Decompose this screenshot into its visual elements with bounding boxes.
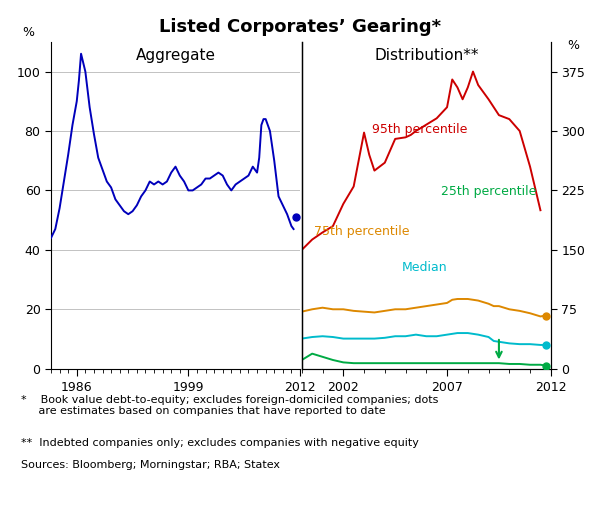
- Y-axis label: %: %: [567, 39, 579, 52]
- Y-axis label: %: %: [23, 26, 35, 39]
- Text: Distribution**: Distribution**: [374, 49, 479, 63]
- Text: 25th percentile: 25th percentile: [441, 186, 536, 198]
- Text: 75th percentile: 75th percentile: [314, 225, 410, 237]
- Text: Median: Median: [401, 260, 447, 274]
- Text: *    Book value debt-to-equity; excludes foreign-domiciled companies; dots
     : * Book value debt-to-equity; excludes fo…: [21, 395, 439, 416]
- Text: Aggregate: Aggregate: [136, 49, 215, 63]
- Text: 95th percentile: 95th percentile: [371, 123, 467, 137]
- Text: **  Indebted companies only; excludes companies with negative equity: ** Indebted companies only; excludes com…: [21, 438, 419, 448]
- Text: Listed Corporates’ Gearing*: Listed Corporates’ Gearing*: [159, 18, 441, 36]
- Text: Sources: Bloomberg; Morningstar; RBA; Statex: Sources: Bloomberg; Morningstar; RBA; St…: [21, 460, 280, 470]
